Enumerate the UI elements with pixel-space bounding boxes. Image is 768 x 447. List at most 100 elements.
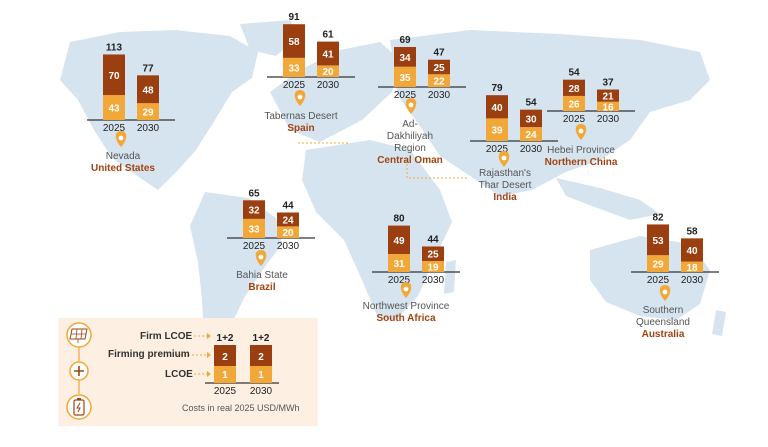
tick-label-year: 2030 [250,386,273,397]
data-label-lcoe: 20 [282,228,294,239]
bar-lcoe [277,226,299,238]
bar-lcoe [428,74,450,87]
location-pin-icon [659,285,671,301]
data-label-firming-premium: 53 [652,236,664,247]
location-region: Central Oman [377,155,443,166]
location-pin-icon [115,131,127,147]
tick-label-year: 2030 [681,275,704,286]
battery-icon [66,394,92,420]
bar-lcoe [681,261,703,272]
data-label-lcoe: 33 [288,63,300,74]
data-label-lcoe: 20 [322,67,334,78]
location-name: Nevada [105,151,141,162]
data-label-firming-premium: 58 [288,37,300,48]
tick-label-year: 2025 [243,241,266,252]
location-region: Northern China [544,157,618,168]
tick-label-year: 2030 [597,114,620,125]
asia-shape [390,30,710,196]
bar-firming-premium [597,89,619,102]
bar-lcoe [597,101,619,111]
oman-leader-line [406,160,468,179]
data-label-firming-premium: 48 [142,85,154,96]
bar-firming-premium [486,95,508,119]
cost-note: Costs in real 2025 USD/MWh [182,403,300,413]
bar-firming-premium [317,41,339,66]
bar-lcoe [388,254,410,272]
legend-label-firming-premium: Firming premium [108,349,190,360]
location-name: Ad-Dakhiliyah Region [386,119,434,154]
legend-arrowhead [207,371,211,377]
location-region: Spain [287,123,315,134]
data-label-total: 1+2 [253,333,270,344]
europe-shape [270,42,400,142]
chart-united-states: 43 70 113 2025 29 48 77 2030 [87,42,175,147]
data-label-lcoe: 43 [108,104,120,115]
tick-label-year: 2030 [317,80,340,91]
data-label-total: 77 [142,63,154,74]
bar-lcoe [647,255,669,272]
africa-shape [302,140,452,320]
bar-lcoe [214,366,236,383]
data-label-firming-premium: 40 [491,103,503,114]
location-region: Brazil [248,282,276,293]
data-label-lcoe: 39 [491,126,503,137]
chart-india: 39 40 79 2025 24 30 54 2030 [470,83,558,167]
data-label-lcoe: 35 [399,73,411,84]
data-label-total: 113 [106,42,123,53]
bar-firming-premium [647,224,669,256]
location-pin-icon [498,151,510,167]
bar-firming-premium [250,345,272,366]
data-label-total: 37 [602,78,614,89]
madagascar-shape [444,260,456,294]
location-pin-icon [255,250,267,266]
data-label-total: 80 [393,214,405,225]
location-pin-icon [405,98,417,114]
location-label-south-africa: Northwest Province South Africa [350,301,462,325]
data-label-total: 91 [288,12,300,23]
location-label-northern-china: Hebei Province Northern China [536,145,626,169]
bar-firming-premium [283,24,305,58]
data-label-lcoe: 16 [602,102,614,113]
location-region: Australia [641,329,685,340]
southeast-asia-shape [556,178,660,220]
data-label-total: 79 [491,83,503,94]
bar-lcoe [394,66,416,87]
legend-arrowhead [207,333,211,339]
tick-label-year: 2025 [214,386,237,397]
data-label-lcoe: 31 [393,259,405,270]
data-label-total: 61 [322,30,334,41]
tick-label-year: 2025 [647,275,670,286]
data-label-lcoe: 24 [525,130,537,141]
location-name: Bahia State [236,270,288,281]
chart-spain: 33 58 91 2025 20 41 61 2030 [267,12,355,106]
bar-lcoe [103,95,125,120]
legend-arrows [176,333,211,377]
data-label-total: 65 [248,188,260,199]
bar-firming-premium [243,200,265,219]
bar-firming-premium [681,238,703,262]
data-label-firming-premium: 2 [258,352,264,363]
bar-lcoe [422,260,444,272]
location-name: Southern Queensland [636,305,690,328]
location-pin-icon [575,124,587,140]
tick-label-year: 2025 [388,275,411,286]
bar-firming-premium [388,225,410,255]
data-label-firming-premium: 21 [602,92,614,103]
tick-label-year: 2030 [137,123,160,134]
bar-firming-premium [103,54,125,96]
data-label-total: 44 [427,234,439,245]
data-label-total: 54 [568,68,580,79]
location-name: Northwest Province [362,301,450,312]
new-zealand-shape [712,310,726,336]
data-label-firming-premium: 28 [568,84,580,95]
location-label-united-states: Nevada United States [78,151,168,175]
data-label-firming-premium: 41 [322,50,334,61]
data-label-lcoe: 18 [686,263,698,274]
chart-australia: 29 53 82 2025 18 40 58 2030 [631,212,719,301]
legend-arrowhead [207,352,211,358]
location-pin-icon [400,282,412,298]
data-label-firming-premium: 2 [222,352,228,363]
